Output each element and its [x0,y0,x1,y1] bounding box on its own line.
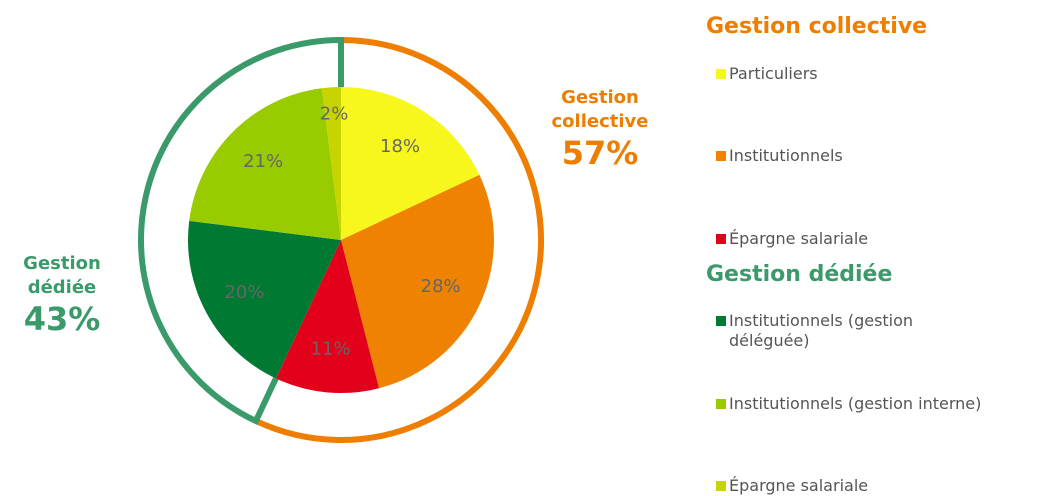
legend-item: Particuliers [716,64,1046,84]
legend-label: Institutionnels (gestion interne) [729,394,982,413]
group-total: 57% [561,134,639,172]
pie-slice [275,240,380,393]
legend-label: Épargne salariale [729,476,869,495]
pie-slice [341,174,495,389]
pie-slice [321,87,341,240]
slice-label: 28% [421,276,461,297]
legend-item: Institutionnels (gestion déléguée) [716,311,916,351]
slice-label: 18% [380,136,420,157]
slice-label: 11% [311,339,351,360]
legend-label: Épargne salariale [729,229,869,248]
pie-slice [189,88,341,240]
legend-swatch [716,234,726,244]
slice-label: 21% [243,151,283,172]
legend-heading: Gestion dédiée [706,262,893,287]
legend-item: Institutionnels [716,146,1046,166]
pie-slice [341,87,480,240]
slice-label: 20% [224,282,264,303]
legend-label: Institutionnels [729,146,843,165]
legend-swatch [716,481,726,491]
legend-label: Particuliers [729,64,818,83]
pie-slice [188,220,341,379]
legend-item: Épargne salariale [716,229,1046,249]
group-label: Gestion collective 57% [545,86,655,172]
group-label: Gestion dédiée 43% [2,252,122,338]
legend-swatch [716,316,726,326]
legend-swatch [716,151,726,161]
group-name: Gestion dédiée [23,253,101,298]
legend-item: Institutionnels (gestion interne) [716,394,1046,414]
group-name: Gestion collective [551,87,649,132]
slice-label: 2% [320,104,349,125]
legend-label: Institutionnels (gestion déléguée) [729,311,914,350]
legend-swatch [716,69,726,79]
group-ring [254,37,544,443]
legend-heading: Gestion collective [706,14,928,39]
group-ring [138,36,344,425]
group-total: 43% [23,300,101,338]
legend-swatch [716,399,726,409]
legend-item: Épargne salariale [716,476,1046,496]
